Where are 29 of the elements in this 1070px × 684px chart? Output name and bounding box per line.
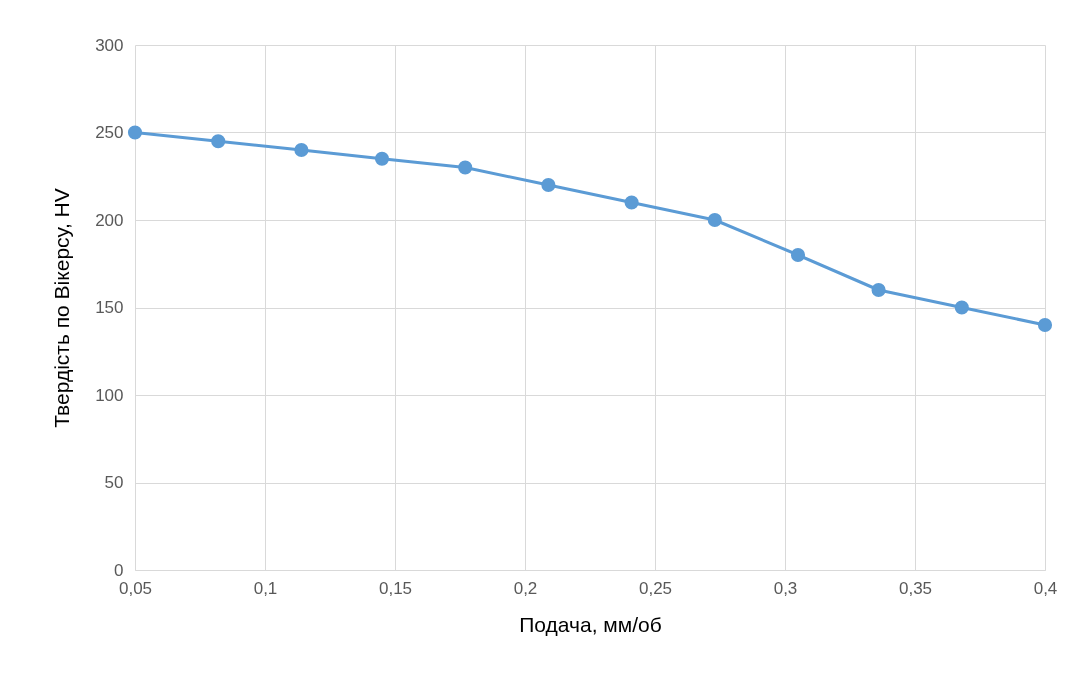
- point: [1037, 317, 1053, 333]
- x-tick-label: 0,25: [638, 578, 673, 598]
- point: [954, 300, 969, 315]
- y-tick-label: 250: [95, 123, 124, 142]
- x-tick-label: 0,15: [378, 578, 413, 598]
- point: [127, 125, 143, 140]
- x-tick-label: 0,2: [513, 578, 538, 598]
- y-tick-label: 200: [95, 210, 124, 230]
- x-axis-title: Подача, мм/об: [519, 612, 662, 636]
- point: [871, 282, 886, 298]
- point: [211, 134, 226, 149]
- point: [374, 151, 390, 166]
- x-tick-label: 0,3: [773, 578, 798, 598]
- point: [541, 177, 556, 193]
- x-tick-label: 0,05: [118, 578, 153, 598]
- y-tick-label: 0: [114, 560, 124, 580]
- x-tick-label: 0,1: [253, 578, 278, 598]
- x-tick-label: 0,4: [1033, 578, 1058, 598]
- y-tick-label: 50: [104, 473, 124, 492]
- y-axis-title: Твердість по Вікерсу, HV: [50, 188, 74, 428]
- point: [790, 247, 806, 263]
- y-tick-label: 100: [95, 385, 124, 405]
- point: [707, 212, 722, 228]
- y-tick-label: 150: [95, 298, 124, 317]
- point: [458, 160, 473, 175]
- point: [624, 195, 639, 210]
- point: [294, 142, 309, 158]
- y-tick-label: 300: [95, 35, 124, 55]
- x-tick-label: 0,35: [898, 578, 933, 598]
